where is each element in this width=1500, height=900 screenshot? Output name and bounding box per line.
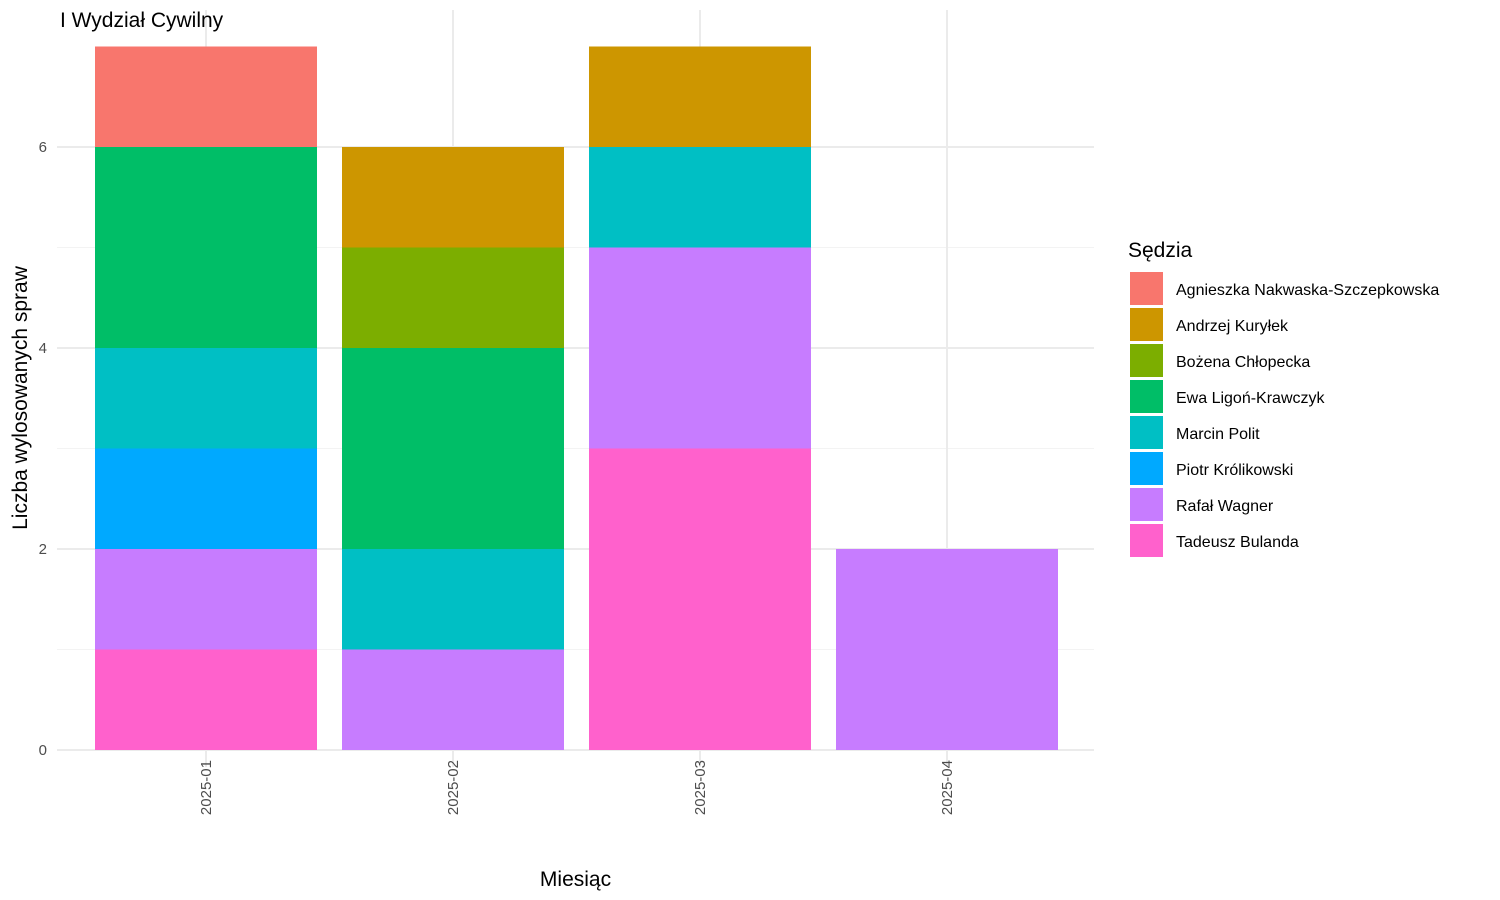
- bar-segment: [95, 348, 317, 449]
- bar-segment: [342, 147, 564, 248]
- x-tick-label: 2025-01: [198, 760, 215, 815]
- x-tick-label: 2025-04: [939, 760, 956, 815]
- bar-segment: [95, 147, 317, 348]
- legend-label: Marcin Polit: [1176, 426, 1260, 443]
- bar-segment: [342, 348, 564, 549]
- x-tick-label: 2025-02: [445, 760, 462, 815]
- bar-segment: [342, 247, 564, 348]
- legend-key: [1130, 416, 1163, 449]
- legend-label: Piotr Królikowski: [1176, 462, 1293, 479]
- bars: [95, 46, 1058, 750]
- legend: Sędzia Agnieszka Nakwaska-Szczepkowska An…: [1128, 239, 1439, 557]
- legend-label: Agnieszka Nakwaska-Szczepkowska: [1176, 282, 1439, 299]
- legend-label: Rafał Wagner: [1176, 498, 1274, 515]
- chart-title: I Wydział Cywilny: [60, 9, 224, 32]
- x-axis-ticks: 2025-01 2025-02 2025-03 2025-04: [198, 760, 956, 815]
- legend-label: Bożena Chłopecka: [1176, 354, 1310, 371]
- bar-segment: [342, 549, 564, 650]
- y-tick-label: 4: [39, 340, 47, 357]
- x-tick-label: 2025-03: [692, 760, 709, 815]
- legend-key: [1130, 344, 1163, 377]
- y-axis-title: Liczba wylosowanych spraw: [9, 265, 32, 530]
- bar-segment: [95, 649, 317, 750]
- bar-segment: [95, 448, 317, 549]
- bar-segment: [589, 147, 811, 248]
- legend-title: Sędzia: [1128, 239, 1193, 262]
- bar-segment: [95, 46, 317, 147]
- legend-key: [1130, 308, 1163, 341]
- y-axis-ticks: 0 2 4 6: [39, 139, 47, 759]
- bar-segment: [836, 549, 1058, 750]
- y-tick-label: 0: [39, 742, 47, 759]
- x-axis-title: Miesiąc: [540, 868, 611, 891]
- bar-segment: [342, 649, 564, 750]
- legend-label: Ewa Ligoń-Krawczyk: [1176, 390, 1326, 407]
- legend-key: [1130, 380, 1163, 413]
- y-tick-label: 2: [39, 541, 47, 558]
- bar-segment: [95, 549, 317, 650]
- legend-label: Tadeusz Bulanda: [1176, 534, 1299, 551]
- legend-label: Andrzej Kuryłek: [1176, 318, 1289, 335]
- bar-segment: [589, 247, 811, 449]
- bar-segment: [589, 46, 811, 147]
- legend-items: Agnieszka Nakwaska-Szczepkowska Andrzej K…: [1130, 272, 1439, 557]
- legend-key: [1130, 488, 1163, 521]
- legend-key: [1130, 272, 1163, 305]
- legend-key: [1130, 452, 1163, 485]
- legend-key: [1130, 524, 1163, 557]
- bar-segment: [589, 448, 811, 750]
- y-tick-label: 6: [39, 139, 47, 156]
